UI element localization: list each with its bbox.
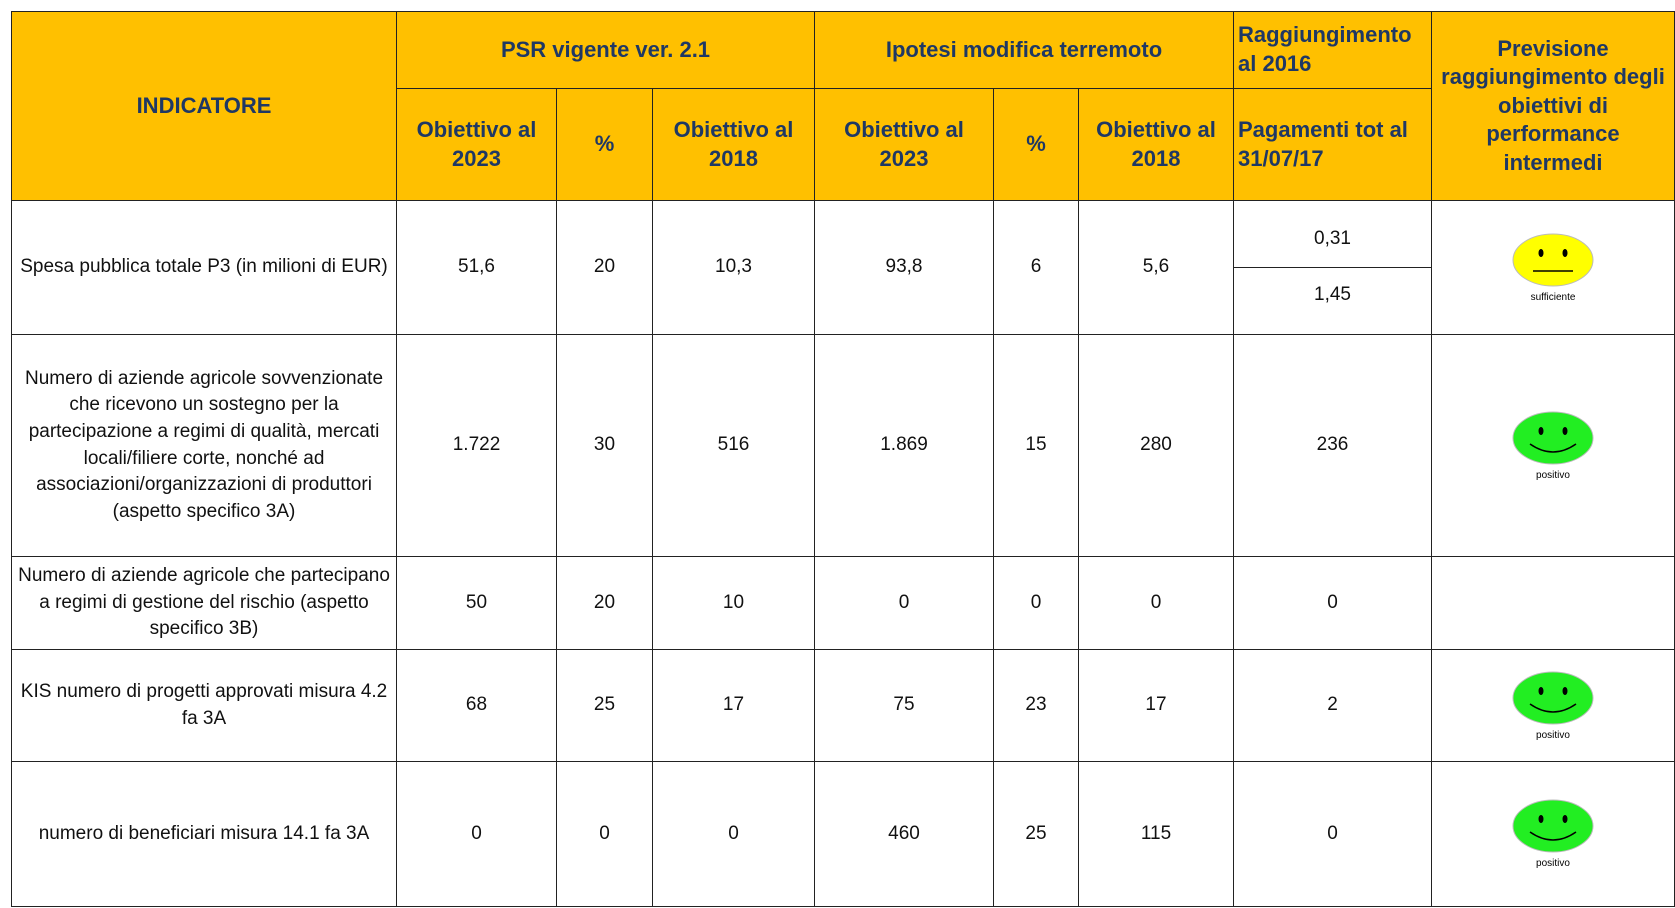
- value-cell: 20: [556, 556, 653, 650]
- indicator-cell: Numero di aziende agricole sovvenzionate…: [11, 334, 397, 557]
- smiley-eye: [1562, 426, 1568, 435]
- indicator-cell: KIS numero di progetti approvati misura …: [11, 649, 397, 762]
- achievement-cell: 0,31 1,45: [1233, 200, 1432, 335]
- achievement-header: Raggiungimento al 2016: [1233, 11, 1432, 89]
- achievement-cell: 2: [1233, 649, 1432, 762]
- forecast-cell: sufficiente: [1431, 200, 1675, 335]
- indicator-cell: Spesa pubblica totale P3 (in milioni di …: [11, 200, 397, 335]
- forecast-cell: positivo: [1431, 649, 1675, 762]
- value-cell: 115: [1078, 761, 1234, 907]
- value-cell: 75: [814, 649, 994, 762]
- data-row: Numero di aziende agricole che partecipa…: [11, 556, 1675, 650]
- smiley-face: [1512, 671, 1594, 724]
- value-cell: 51,6: [396, 200, 557, 335]
- smiley: positivo: [1512, 411, 1594, 481]
- value-cell: 10: [652, 556, 815, 650]
- value-cell: 6: [993, 200, 1079, 335]
- subheader: Obiettivo al 2023: [396, 88, 557, 201]
- achievement-cell: 236: [1233, 334, 1432, 557]
- value-cell: 1.722: [396, 334, 557, 557]
- smiley-eye: [1562, 686, 1568, 695]
- group-header: Ipotesi modifica terremoto: [814, 11, 1234, 89]
- value-cell: 0: [993, 556, 1079, 650]
- smiley-face: [1512, 233, 1594, 286]
- value-cell: 25: [993, 761, 1079, 907]
- smiley-mouth: [1529, 702, 1577, 713]
- subheader: Obiettivo al 2023: [814, 88, 994, 201]
- value-cell: 30: [556, 334, 653, 557]
- smiley: positivo: [1512, 671, 1594, 741]
- group-row: INDICATORE PSR vigente ver. 2.1 Ipotesi …: [11, 11, 1675, 201]
- value-cell: 0: [814, 556, 994, 650]
- subheader: Obiettivo al 2018: [1078, 88, 1234, 201]
- data-row: Spesa pubblica totale P3 (in milioni di …: [11, 200, 1675, 335]
- value-cell: 0: [652, 761, 815, 907]
- smiley: sufficiente: [1512, 233, 1594, 303]
- indicator-cell: numero di beneficiari misura 14.1 fa 3A: [11, 761, 397, 907]
- subheader: Obiettivo al 2018: [652, 88, 815, 201]
- data-row: Numero di aziende agricole sovvenzionate…: [11, 334, 1675, 557]
- value-cell: 0: [556, 761, 653, 907]
- value-cell: 516: [652, 334, 815, 557]
- value-cell: 5,6: [1078, 200, 1234, 335]
- forecast-header: Previsione raggiungimento degli obiettiv…: [1431, 11, 1675, 201]
- value-cell: 1.869: [814, 334, 994, 557]
- smiley-eye: [1562, 248, 1568, 257]
- value-cell: 20: [556, 200, 653, 335]
- smiley-label: positivo: [1536, 858, 1570, 869]
- forecast-cell: positivo: [1431, 334, 1675, 557]
- achievement-cell: 0: [1233, 556, 1432, 650]
- value-cell: 17: [1078, 649, 1234, 762]
- smiley-mouth: [1529, 442, 1577, 453]
- smiley: positivo: [1512, 799, 1594, 869]
- value-cell: 17: [652, 649, 815, 762]
- smiley-label: positivo: [1536, 470, 1570, 481]
- data-row: KIS numero di progetti approvati misura …: [11, 649, 1675, 762]
- value-cell: 50: [396, 556, 557, 650]
- value-cell: 10,3: [652, 200, 815, 335]
- subheader: %: [993, 88, 1079, 201]
- indicator-header: INDICATORE: [11, 11, 397, 201]
- subheader: Pagamenti tot al 31/07/17: [1233, 88, 1432, 201]
- value-cell: 280: [1078, 334, 1234, 557]
- indicator-cell: Numero di aziende agricole che partecipa…: [11, 556, 397, 650]
- value-cell: 460: [814, 761, 994, 907]
- forecast-cell: positivo: [1431, 761, 1675, 907]
- achievement-cell: 0: [1233, 761, 1432, 907]
- achievement-value: 0,31: [1314, 228, 1351, 250]
- achievement-value: 1,45: [1234, 267, 1431, 323]
- table-head: INDICATORE PSR vigente ver. 2.1 Ipotesi …: [11, 11, 1675, 201]
- value-cell: 23: [993, 649, 1079, 762]
- table-body: Spesa pubblica totale P3 (in milioni di …: [11, 200, 1675, 907]
- smiley-eye: [1562, 815, 1568, 823]
- subheader-row: Obiettivo al 2023% Obiettivo al 2018 Obiet…: [12, 88, 1675, 201]
- smiley-eye: [1538, 815, 1544, 823]
- smiley-mouth: [1529, 831, 1577, 841]
- smiley-eye: [1538, 248, 1544, 257]
- performance-table: INDICATORE PSR vigente ver. 2.1 Ipotesi …: [11, 11, 1675, 907]
- smiley-eye: [1538, 686, 1544, 695]
- group-header: PSR vigente ver. 2.1: [396, 11, 815, 89]
- data-row: numero di beneficiari misura 14.1 fa 3A 0…: [11, 761, 1675, 907]
- smiley-label: sufficiente: [1531, 292, 1576, 303]
- value-cell: 15: [993, 334, 1079, 557]
- smiley-face: [1512, 411, 1594, 464]
- value-cell: 0: [396, 761, 557, 907]
- smiley-label: positivo: [1536, 730, 1570, 741]
- forecast-cell: [1431, 556, 1675, 650]
- smiley-eye: [1538, 426, 1544, 435]
- value-cell: 25: [556, 649, 653, 762]
- smiley-face: [1512, 799, 1594, 853]
- value-cell: 0: [1078, 556, 1234, 650]
- subheader: %: [556, 88, 653, 201]
- value-cell: 93,8: [814, 200, 994, 335]
- value-cell: 68: [396, 649, 557, 762]
